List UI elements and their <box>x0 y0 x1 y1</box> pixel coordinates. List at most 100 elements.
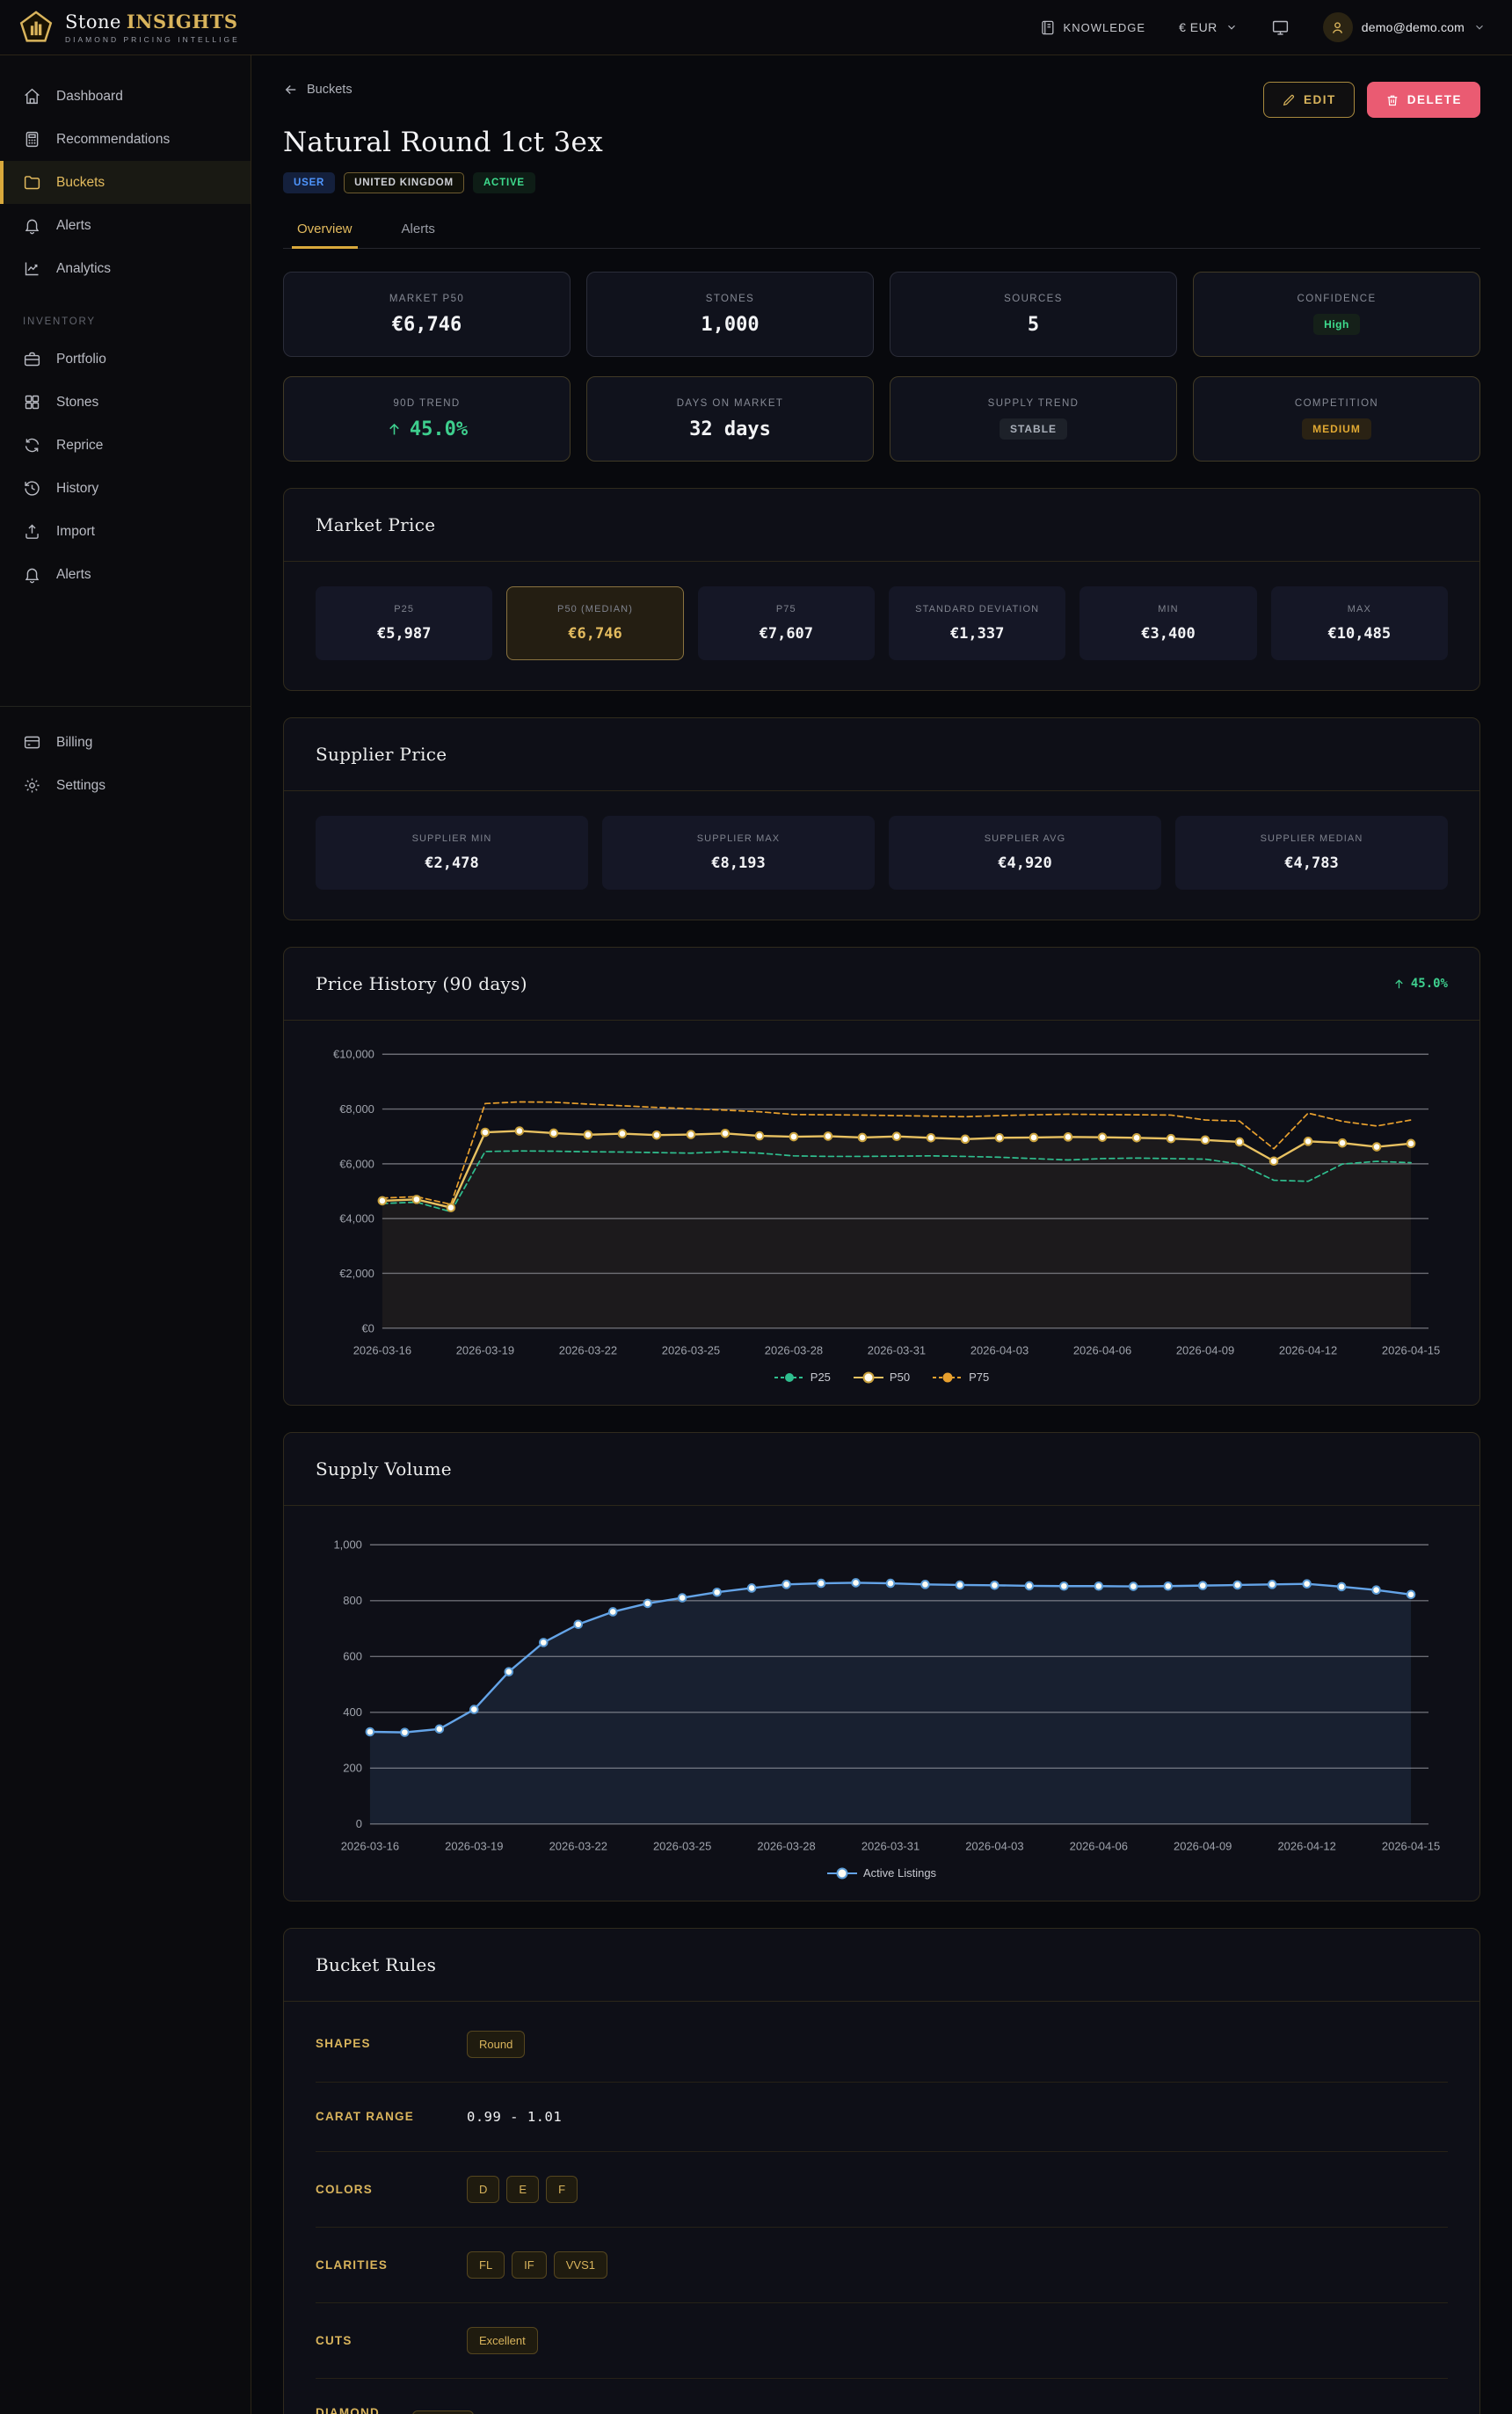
grid-icon <box>23 393 41 411</box>
bell-icon <box>23 216 41 235</box>
price-history-section: Price History (90 days) 45.0% €0€2,000€4… <box>283 947 1480 1406</box>
chart-line-icon <box>23 259 41 278</box>
sidebar-item-stones[interactable]: Stones <box>0 381 251 424</box>
stat-card-market-p50: MARKET P50 €6,746 <box>283 272 571 357</box>
stat-card-90d-trend: 90D TREND 45.0% <box>283 376 571 462</box>
badge-row: USER UNITED KINGDOM ACTIVE <box>283 172 1480 193</box>
arrow-left-icon <box>283 82 299 98</box>
svg-text:1,000: 1,000 <box>333 1538 361 1552</box>
svg-text:400: 400 <box>343 1705 362 1719</box>
stat-card-competition: COMPETITION MEDIUM <box>1193 376 1480 462</box>
tab-alerts[interactable]: Alerts <box>396 213 440 248</box>
credit-card-icon <box>23 733 41 752</box>
legend-marker <box>774 1371 804 1384</box>
svg-text:2026-04-15: 2026-04-15 <box>1382 1344 1440 1357</box>
svg-text:€8,000: €8,000 <box>339 1102 374 1116</box>
sidebar-item-alerts-inventory[interactable]: Alerts <box>0 553 251 596</box>
legend-item-p50: P50 <box>854 1371 910 1384</box>
competition-badge: MEDIUM <box>1302 418 1371 440</box>
diamond-type-chip: Natural <box>412 2410 474 2414</box>
sidebar-item-buckets[interactable]: Buckets <box>0 161 251 204</box>
stat-card-days-on-market: DAYS ON MARKET 32 days <box>586 376 874 462</box>
main-content: Buckets EDIT DELETE Natural Round 1ct 3e… <box>251 55 1512 2414</box>
supply-volume-chart: 02004006008001,0002026-03-162026-03-1920… <box>316 1525 1448 1859</box>
briefcase-icon <box>23 350 41 368</box>
tab-overview[interactable]: Overview <box>292 213 358 248</box>
sidebar-item-analytics[interactable]: Analytics <box>0 247 251 290</box>
sidebar-divider <box>0 706 251 707</box>
legend-marker <box>854 1371 883 1384</box>
country-badge: UNITED KINGDOM <box>344 172 464 193</box>
currency-selector[interactable]: € EUR <box>1179 20 1238 34</box>
rule-row-cuts: CUTS Excellent <box>316 2303 1448 2379</box>
sidebar-item-alerts[interactable]: Alerts <box>0 204 251 247</box>
section-title: Supply Volume <box>316 1458 452 1480</box>
stats-grid: MARKET P50 €6,746 STONES 1,000 SOURCES 5… <box>283 272 1480 462</box>
sidebar-item-history[interactable]: History <box>0 467 251 510</box>
legend-item-p25: P25 <box>774 1371 831 1384</box>
tile-supplier-min: SUPPLIER MIN €2,478 <box>316 816 588 890</box>
tab-bar: Overview Alerts <box>283 213 1480 249</box>
svg-text:2026-03-22: 2026-03-22 <box>549 1840 607 1853</box>
sidebar-item-portfolio[interactable]: Portfolio <box>0 338 251 381</box>
tile-p25: P25 €5,987 <box>316 586 492 660</box>
stat-card-sources: SOURCES 5 <box>890 272 1177 357</box>
sidebar-item-settings[interactable]: Settings <box>0 764 251 807</box>
svg-text:2026-03-31: 2026-03-31 <box>861 1840 920 1853</box>
legend-item-active-listings: Active Listings <box>827 1866 936 1880</box>
svg-text:2026-03-31: 2026-03-31 <box>868 1344 926 1357</box>
refresh-icon <box>23 436 41 454</box>
svg-text:200: 200 <box>343 1762 362 1775</box>
svg-text:2026-04-03: 2026-04-03 <box>965 1840 1023 1853</box>
svg-text:2026-03-25: 2026-03-25 <box>653 1840 711 1853</box>
clarity-chip: VVS1 <box>554 2251 607 2279</box>
display-mode-button[interactable] <box>1271 18 1290 37</box>
breadcrumb[interactable]: Buckets <box>283 82 353 98</box>
svg-text:2026-03-19: 2026-03-19 <box>456 1344 514 1357</box>
sidebar-item-dashboard[interactable]: Dashboard <box>0 75 251 118</box>
tile-supplier-median: SUPPLIER MEDIAN €4,783 <box>1175 816 1448 890</box>
sidebar-item-reprice[interactable]: Reprice <box>0 424 251 467</box>
sidebar: Dashboard Recommendations Buckets Alerts… <box>0 55 251 2414</box>
knowledge-button[interactable]: KNOWLEDGE <box>1039 19 1146 36</box>
tile-p50-median: P50 (MEDIAN) €6,746 <box>506 586 683 660</box>
supply-volume-legend: Active Listings <box>316 1866 1448 1880</box>
top-bar: StoneINSIGHTS DIAMOND PRICING INTELLIGE … <box>0 0 1512 55</box>
history-icon <box>23 479 41 498</box>
sidebar-item-import[interactable]: Import <box>0 510 251 553</box>
svg-text:€2,000: €2,000 <box>339 1267 374 1280</box>
sidebar-item-billing[interactable]: Billing <box>0 721 251 764</box>
diamond-pentagon-logo-icon <box>18 9 55 46</box>
person-icon <box>1329 19 1346 36</box>
user-menu[interactable]: demo@demo.com <box>1323 12 1486 42</box>
edit-button[interactable]: EDIT <box>1263 82 1355 118</box>
svg-text:2026-04-09: 2026-04-09 <box>1174 1840 1232 1853</box>
svg-text:€10,000: €10,000 <box>333 1048 374 1061</box>
svg-text:0: 0 <box>356 1817 362 1830</box>
delete-button[interactable]: DELETE <box>1367 82 1480 118</box>
legend-marker <box>933 1371 963 1384</box>
gear-icon <box>23 776 41 795</box>
upload-icon <box>23 522 41 541</box>
status-badge: ACTIVE <box>473 172 535 193</box>
svg-text:2026-03-16: 2026-03-16 <box>353 1344 411 1357</box>
svg-text:2026-03-28: 2026-03-28 <box>765 1344 823 1357</box>
market-price-section: Market Price P25 €5,987 P50 (MEDIAN) €6,… <box>283 488 1480 691</box>
rule-row-shapes: SHAPES Round <box>316 2007 1448 2083</box>
bell-icon <box>23 565 41 584</box>
user-badge: USER <box>283 172 335 193</box>
avatar <box>1323 12 1353 42</box>
legend-marker <box>827 1867 857 1880</box>
svg-text:2026-03-16: 2026-03-16 <box>341 1840 399 1853</box>
brand-tagline: DIAMOND PRICING INTELLIGE <box>65 35 240 44</box>
user-email: demo@demo.com <box>1362 20 1465 34</box>
tile-max: MAX €10,485 <box>1271 586 1448 660</box>
rule-row-carat-range: CARAT RANGE 0.99 - 1.01 <box>316 2083 1448 2152</box>
brand-name: StoneINSIGHTS <box>65 11 240 33</box>
folder-icon <box>23 173 41 192</box>
bucket-rules-section: Bucket Rules SHAPES Round CARAT RANGE 0.… <box>283 1928 1480 2414</box>
section-title: Price History (90 days) <box>316 973 527 994</box>
section-title: Bucket Rules <box>316 1954 436 1975</box>
tile-p75: P75 €7,607 <box>698 586 875 660</box>
sidebar-item-recommendations[interactable]: Recommendations <box>0 118 251 161</box>
